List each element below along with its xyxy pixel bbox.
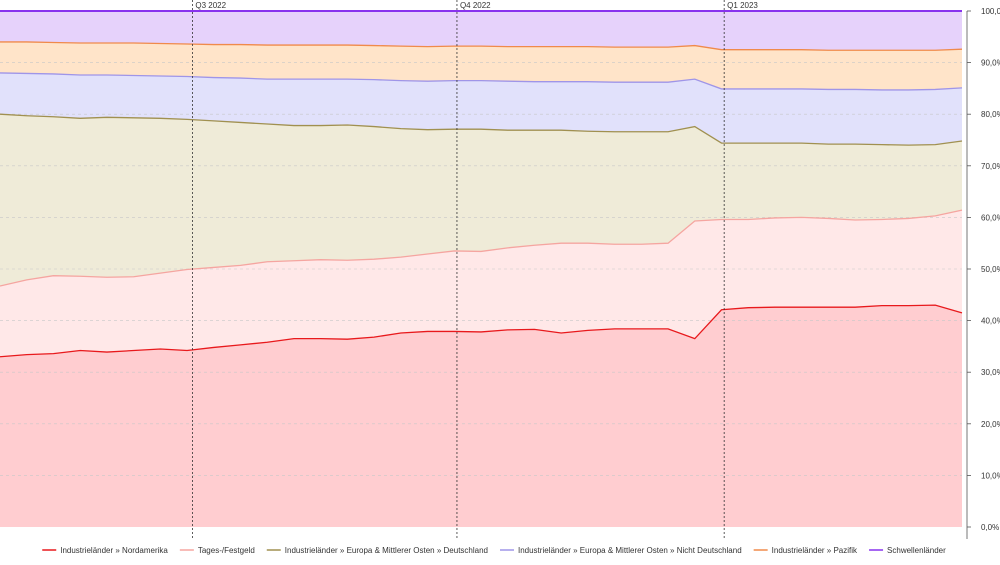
line-layer (0, 10, 963, 358)
legend-item-4[interactable]: Industrieländer » Pazifik (753, 546, 858, 555)
area-series-3 (0, 72, 962, 146)
quarter-label-0: Q3 2022 (195, 1, 226, 10)
y-tick-label-7: 70,0% (981, 162, 1000, 171)
legend-label-3: Industrieländer » Europa & Mittlerer Ost… (518, 546, 742, 555)
legend-item-1[interactable]: Tages-/Festgeld (179, 546, 255, 555)
legend-item-3[interactable]: Industrieländer » Europa & Mittlerer Ost… (499, 546, 742, 555)
y-tick-label-9: 90,0% (981, 59, 1000, 68)
y-axis: 0,0% 10,0% 20,0% 30,0% 40,0% 50,0% 60,0% 70,0% 8… (966, 7, 1000, 539)
line-series-2 (0, 113, 963, 146)
y-tick-label-10: 100,0% (981, 7, 1000, 16)
y-tick-label-8: 80,0% (981, 110, 1000, 119)
line-series-3 (0, 72, 963, 91)
quarter-label-1: Q4 2022 (460, 1, 491, 10)
legend-label-1: Tages-/Festgeld (198, 546, 255, 555)
line-series-0 (0, 304, 963, 358)
line-series-4 (0, 41, 963, 51)
legend-label-4: Industrieländer » Pazifik (772, 546, 858, 555)
area-series-0 (0, 305, 962, 527)
legend-label-2: Industrieländer » Europa & Mittlerer Ost… (285, 546, 488, 555)
y-tick-label-6: 60,0% (981, 213, 1000, 222)
y-tick-label-1: 10,0% (981, 471, 1000, 480)
legend-item-5[interactable]: Schwellenländer (869, 546, 946, 555)
line-series-1 (0, 209, 963, 287)
area-series-1 (0, 210, 962, 357)
grid-layer (0, 62, 962, 476)
area-series-2 (0, 114, 962, 287)
legend-item-0[interactable]: Industrieländer » Nordamerika (42, 546, 168, 555)
legend[interactable]: Industrieländer » Nordamerika Tages-/Fest… (42, 546, 946, 555)
y-tick-label-2: 20,0% (981, 420, 1000, 429)
y-tick-label-0: 0,0% (981, 523, 999, 532)
legend-label-0: Industrieländer » Nordamerika (60, 546, 168, 555)
y-tick-label-4: 40,0% (981, 317, 1000, 326)
y-tick-label-3: 30,0% (981, 368, 1000, 377)
area-layer (0, 11, 962, 527)
legend-label-5: Schwellenländer (887, 546, 946, 555)
quarter-marker-layer: Q3 2022 Q4 2022 Q1 2023 (191, 0, 758, 539)
quarter-label-2: Q1 2023 (727, 1, 758, 10)
legend-item-2[interactable]: Industrieländer » Europa & Mittlerer Ost… (266, 546, 488, 555)
y-tick-label-5: 50,0% (981, 265, 1000, 274)
area-series-5 (0, 11, 962, 51)
